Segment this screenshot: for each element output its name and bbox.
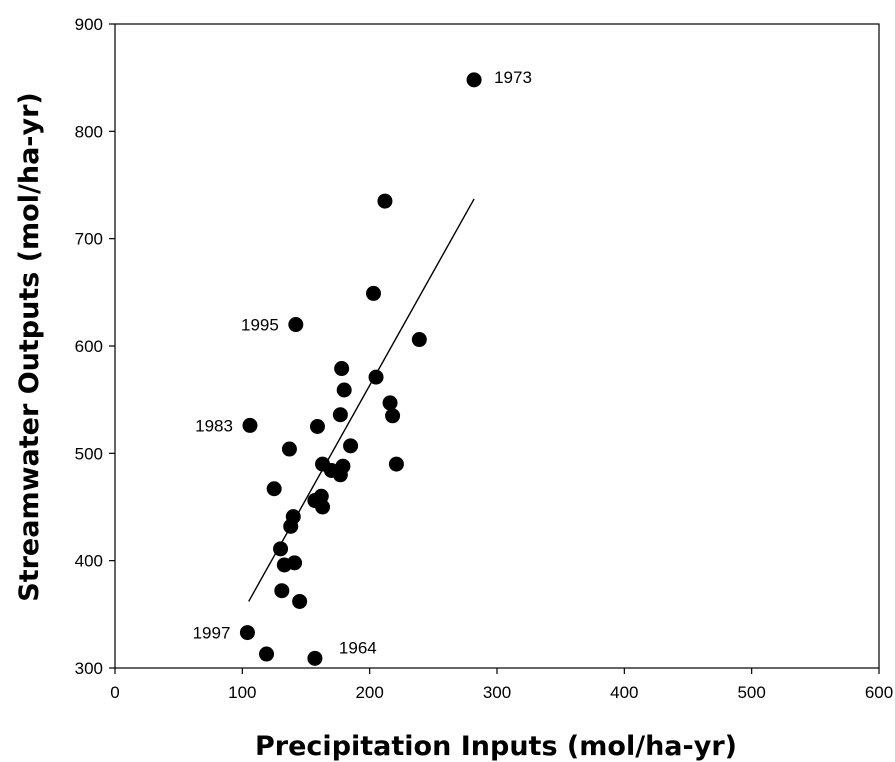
- data-point: [334, 361, 350, 377]
- regression-line: [248, 198, 475, 602]
- data-point: [259, 646, 275, 662]
- y-tick-label: 800: [75, 122, 103, 141]
- data-point: [368, 369, 384, 385]
- data-point: [343, 438, 359, 454]
- data-point: [336, 382, 352, 398]
- year-annotation: 1973: [494, 68, 532, 87]
- y-tick-label: 400: [75, 552, 103, 571]
- x-tick-label: 0: [110, 683, 119, 702]
- data-point: [292, 593, 308, 609]
- y-tick-label: 600: [75, 337, 103, 356]
- data-point: [332, 467, 348, 483]
- axes: 0 100 200 300 400 500 600 300 400 500 600 700 800 900: [75, 15, 894, 702]
- data-point: [332, 407, 348, 423]
- data-point: [411, 332, 427, 348]
- x-tick-label: 600: [865, 683, 893, 702]
- data-point: [466, 72, 482, 88]
- data-point: [365, 285, 381, 301]
- y-tick-label: 900: [75, 15, 103, 34]
- y-tick-label: 700: [75, 230, 103, 249]
- data-point: [273, 541, 289, 557]
- data-point: [242, 417, 258, 433]
- year-annotation: 1995: [241, 316, 279, 335]
- x-tick-label: 400: [610, 683, 638, 702]
- data-point: [315, 499, 331, 515]
- year-annotation: 1964: [339, 638, 377, 657]
- data-point: [388, 456, 404, 472]
- x-axis-title: Precipitation Inputs (mol/ha-yr): [255, 731, 737, 762]
- data-point: [239, 625, 255, 641]
- data-point: [276, 557, 292, 573]
- data-point: [274, 583, 290, 599]
- data-point: [283, 518, 299, 534]
- data-point: [307, 650, 323, 666]
- data-point: [382, 395, 398, 411]
- x-tick-label: 100: [228, 683, 256, 702]
- y-tick-label: 300: [75, 659, 103, 678]
- x-tick-label: 200: [355, 683, 383, 702]
- data-point: [281, 441, 297, 457]
- plot-frame: [114, 23, 880, 669]
- trendline-group: [248, 198, 475, 602]
- data-points: [239, 72, 482, 666]
- data-point: [266, 481, 282, 497]
- data-point: [377, 193, 393, 209]
- y-tick-label: 500: [75, 444, 103, 463]
- year-annotation: 1997: [193, 624, 231, 643]
- x-tick-label: 300: [483, 683, 511, 702]
- data-point: [309, 419, 325, 434]
- data-point: [288, 317, 304, 333]
- data-point: [385, 408, 401, 424]
- year-annotation: 1983: [195, 416, 233, 435]
- annotations: 1973 1995 1983 1997 1964: [193, 68, 532, 658]
- x-tick-label: 500: [737, 683, 765, 702]
- y-axis-title: Streamwater Outputs (mol/ha-yr): [14, 92, 45, 601]
